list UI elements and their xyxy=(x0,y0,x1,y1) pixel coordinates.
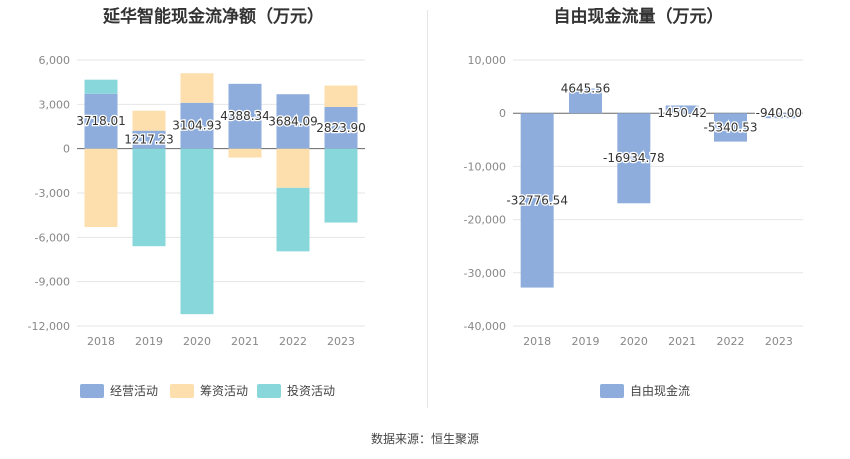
left-legend-label: 筹资活动 xyxy=(200,384,248,398)
right-bar xyxy=(569,88,602,114)
right-xtick-label: 2020 xyxy=(620,335,648,348)
left-legend-label: 经营活动 xyxy=(110,384,158,398)
left-legend-swatch xyxy=(257,384,281,398)
right-xtick-label: 2018 xyxy=(523,335,551,348)
left-bar xyxy=(324,148,358,223)
left-bar xyxy=(84,93,118,149)
right-bar xyxy=(665,105,699,114)
left-data-label: 4388.34 xyxy=(220,109,270,123)
right-bar xyxy=(617,113,651,204)
left-xtick-label: 2023 xyxy=(327,335,355,348)
left-bar xyxy=(180,102,214,149)
left-ytick-label: 3,000 xyxy=(39,98,71,111)
left-data-label: 3684.09 xyxy=(268,114,318,128)
data-source-note: 数据来源：恒生聚源 xyxy=(370,432,479,446)
left-ytick-label: -9,000 xyxy=(35,276,70,289)
left-chart-title: 延华智能现金流净额（万元） xyxy=(103,7,324,27)
left-legend-label: 投资活动 xyxy=(287,383,335,398)
left-bar xyxy=(180,148,214,315)
right-data-label: -16934.78 xyxy=(603,151,665,165)
left-data-label: 3718.01 xyxy=(76,114,126,128)
left-legend-swatch xyxy=(170,384,194,398)
panel-divider xyxy=(427,10,428,408)
right-ytick-label: -10,000 xyxy=(464,160,506,173)
left-bar xyxy=(228,83,262,149)
left-ytick-label: 6,000 xyxy=(39,54,71,67)
left-bar xyxy=(180,73,214,103)
right-bar xyxy=(762,113,796,119)
left-bar xyxy=(132,130,166,149)
right-data-label: 1450.42 xyxy=(657,106,707,120)
left-xtick-label: 2020 xyxy=(183,335,211,348)
left-bar xyxy=(276,94,310,149)
left-ytick-label: -6,000 xyxy=(35,231,70,244)
left-xtick-label: 2018 xyxy=(87,335,115,348)
left-bar xyxy=(276,187,310,252)
left-xtick-label: 2019 xyxy=(135,335,163,348)
right-ytick-label: -30,000 xyxy=(464,267,506,280)
left-data-label: 3104.93 xyxy=(172,119,222,133)
right-legend-swatch xyxy=(600,384,624,398)
left-ytick-label: -12,000 xyxy=(28,320,70,333)
left-bar xyxy=(84,79,118,94)
left-xtick-label: 2021 xyxy=(231,335,259,348)
right-data-label: -32776.54 xyxy=(506,193,568,207)
left-bar xyxy=(84,148,118,227)
right-bar xyxy=(714,113,747,142)
left-bar xyxy=(276,148,310,188)
right-xtick-label: 2023 xyxy=(765,335,793,348)
left-bar xyxy=(324,85,358,107)
right-data-label: -5340.53 xyxy=(704,120,758,134)
left-ytick-label: -3,000 xyxy=(35,187,70,200)
left-bar xyxy=(324,106,358,149)
right-ytick-label: -40,000 xyxy=(464,320,506,333)
right-data-label: -940.00 xyxy=(756,106,802,120)
left-legend-swatch xyxy=(80,384,104,398)
right-bar xyxy=(520,113,554,288)
left-bar xyxy=(132,110,166,131)
right-xtick-label: 2019 xyxy=(572,335,600,348)
right-ytick-label: -20,000 xyxy=(464,214,506,227)
left-bar xyxy=(228,148,262,158)
left-ytick-label: 0 xyxy=(63,143,70,156)
right-ytick-label: 0 xyxy=(499,107,506,120)
right-chart-title: 自由现金流量（万元） xyxy=(553,7,724,27)
right-xtick-label: 2022 xyxy=(717,335,745,348)
right-data-label: 4645.56 xyxy=(561,81,611,95)
left-data-label: 1217.23 xyxy=(124,133,174,147)
right-xtick-label: 2021 xyxy=(668,335,696,348)
left-xtick-label: 2022 xyxy=(279,335,307,348)
left-bar xyxy=(132,148,166,247)
right-legend-label: 自由现金流 xyxy=(630,383,690,398)
left-data-label: 2823.90 xyxy=(316,121,366,135)
right-ytick-label: 10,000 xyxy=(468,54,507,67)
